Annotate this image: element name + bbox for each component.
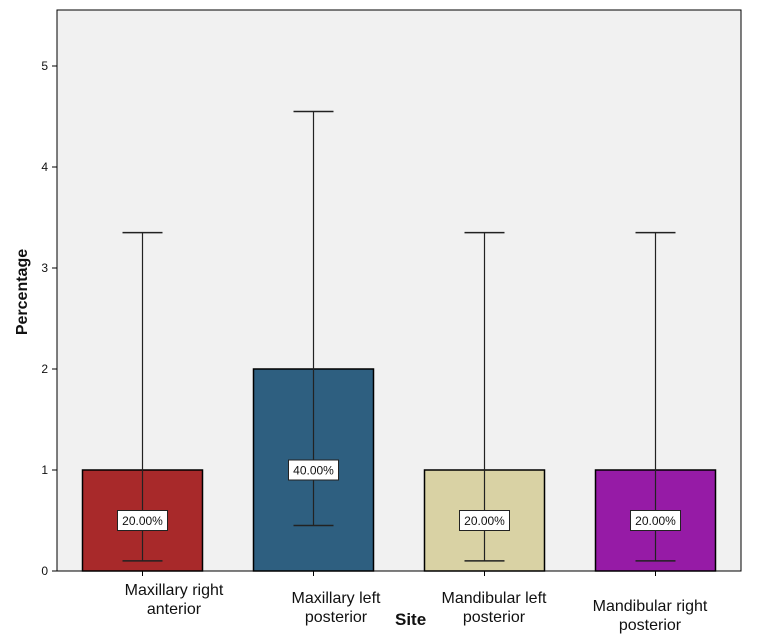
x-axis-title: Site xyxy=(395,610,427,629)
category-label-line: posterior xyxy=(618,617,682,634)
y-tick-label: 3 xyxy=(41,261,48,275)
y-tick-label: 4 xyxy=(41,160,48,174)
y-tick-label: 5 xyxy=(41,59,48,73)
y-tick-label: 2 xyxy=(41,362,48,376)
category-label-line: Mandibular left xyxy=(441,590,547,607)
category-label: Maxillary left posterior xyxy=(261,589,411,627)
y-axis-title: Percentage xyxy=(14,248,31,336)
category-label: Maxillary right anterior xyxy=(99,581,249,619)
data-label: 20.00% xyxy=(635,514,676,528)
data-label: 20.00% xyxy=(122,514,163,528)
category-label-line: Mandibular right xyxy=(592,598,708,615)
data-label: 40.00% xyxy=(293,464,334,478)
category-label-line: Maxillary left xyxy=(291,590,381,607)
category-label-line: posterior xyxy=(462,609,526,626)
category-label-line: anterior xyxy=(146,601,202,618)
data-label-box xyxy=(459,510,510,531)
y-tick-label: 1 xyxy=(41,463,48,477)
y-tick-label: 0 xyxy=(41,564,48,578)
error-bars xyxy=(122,110,676,562)
data-label-box xyxy=(288,459,339,481)
category-label-line: posterior xyxy=(304,609,368,626)
category-label: Mandibular right posterior xyxy=(575,597,725,635)
data-label-box xyxy=(630,510,681,531)
data-label: 20.00% xyxy=(464,514,505,528)
category-label-line: Maxillary right xyxy=(124,582,224,599)
data-label-box xyxy=(117,510,168,531)
data-labels: 20.00% 40.00% 20.00% 20.00% xyxy=(117,459,681,531)
category-label: Mandibular left posterior xyxy=(419,589,569,627)
y-axis: 0 1 2 3 4 5 xyxy=(41,59,57,578)
